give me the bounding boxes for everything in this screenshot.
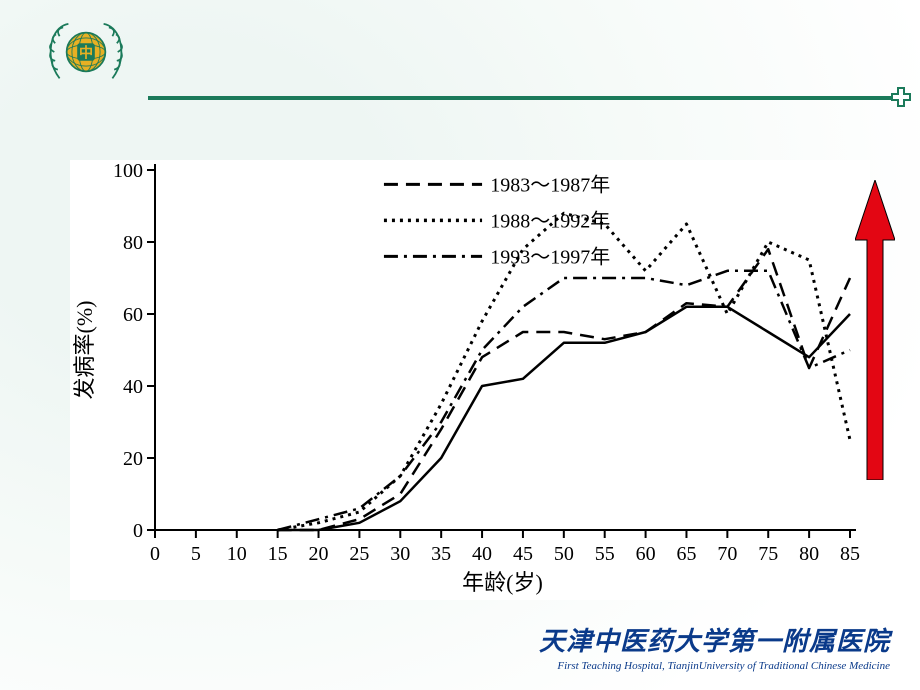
svg-text:60: 60	[123, 304, 143, 326]
svg-text:1988～1992年: 1988～1992年	[490, 209, 610, 232]
header-divider	[148, 96, 892, 100]
svg-text:35: 35	[431, 543, 451, 565]
svg-text:80: 80	[799, 543, 819, 565]
svg-text:75: 75	[758, 543, 778, 565]
svg-text:年龄(岁): 年龄(岁)	[462, 570, 543, 595]
svg-text:20: 20	[123, 448, 143, 470]
footer: 天津中医药大学第一附属医院 First Teaching Hospital, T…	[539, 621, 890, 672]
svg-text:0: 0	[133, 520, 143, 542]
svg-text:30: 30	[390, 543, 410, 565]
svg-text:40: 40	[123, 376, 143, 398]
svg-text:55: 55	[595, 543, 615, 565]
plus-icon	[890, 86, 912, 108]
footer-hospital-cn: 天津中医药大学第一附属医院	[539, 621, 890, 658]
svg-text:65: 65	[676, 543, 696, 565]
svg-text:25: 25	[349, 543, 369, 565]
footer-hospital-en: First Teaching Hospital, TianjinUniversi…	[539, 660, 890, 672]
svg-text:1983～1987年: 1983～1987年	[490, 173, 610, 196]
svg-text:5: 5	[191, 543, 201, 565]
logo: 中	[42, 16, 130, 88]
svg-text:60: 60	[636, 543, 656, 565]
svg-text:100: 100	[113, 160, 143, 182]
slide-header: 中	[0, 0, 920, 110]
svg-text:45: 45	[513, 543, 533, 565]
svg-text:10: 10	[227, 543, 247, 565]
svg-text:1993～1997年: 1993～1997年	[490, 245, 610, 268]
svg-text:85: 85	[840, 543, 860, 565]
svg-text:40: 40	[472, 543, 492, 565]
svg-text:0: 0	[150, 543, 160, 565]
up-arrow	[855, 180, 895, 480]
svg-text:70: 70	[717, 543, 737, 565]
svg-text:20: 20	[309, 543, 329, 565]
incidence-chart: 0 5 10 15 20 25 30 35 40 45 50 55 60 65 70 75 80 85 0 20 40 6…	[70, 160, 870, 600]
svg-text:50: 50	[554, 543, 574, 565]
logo-char: 中	[79, 44, 93, 61]
svg-text:15: 15	[268, 543, 288, 565]
svg-text:发病率(%): 发病率(%)	[72, 301, 97, 400]
svg-text:80: 80	[123, 232, 143, 254]
